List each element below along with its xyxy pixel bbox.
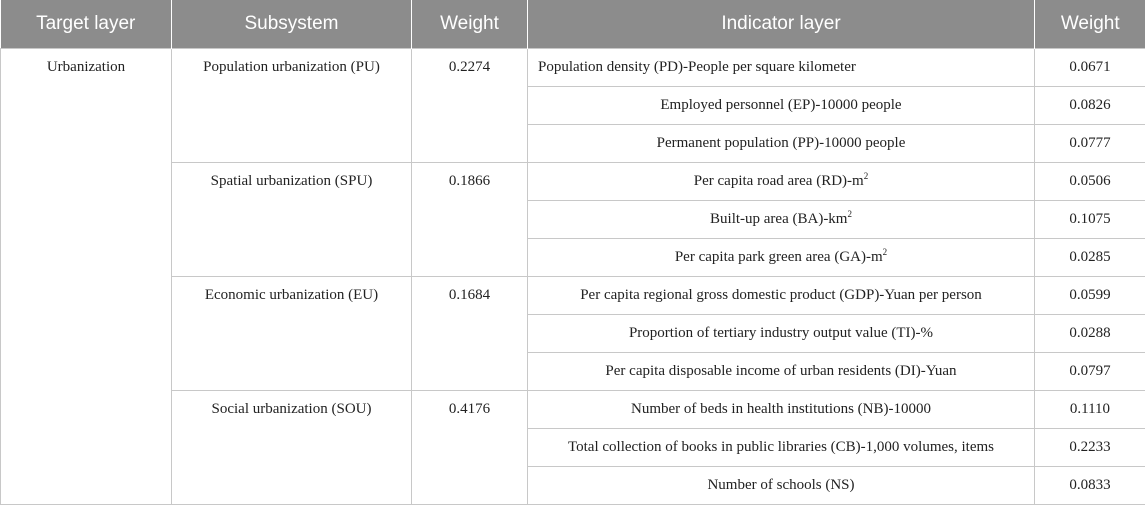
indicator-name: Per capita regional gross domestic produ… <box>527 276 1035 315</box>
indicator-label: Proportion of tertiary industry output v… <box>628 325 934 342</box>
indicator-weight: 0.0777 <box>1034 124 1145 163</box>
indicator-weight: 0.0599 <box>1034 276 1145 315</box>
target-layer-cell: Urbanization <box>0 48 172 505</box>
subsystem-name: Population urbanization (PU) <box>171 48 412 163</box>
indicator-label: Number of schools (NS) <box>707 477 855 494</box>
indicator-label: Built-up area (BA)-km <box>710 211 848 228</box>
subsystem-name: Spatial urbanization (SPU) <box>171 162 412 277</box>
table-row: Employed personnel (EP)-10000 people 0.0… <box>1 86 1145 125</box>
indicator-weight: 0.0285 <box>1034 238 1145 277</box>
header-indicator-weight: Weight <box>1034 0 1145 49</box>
indicator-label: Number of beds in health institutions (N… <box>631 401 931 418</box>
indicator-name: Per capita disposable income of urban re… <box>527 352 1035 391</box>
indicator-weight: 0.1075 <box>1034 200 1145 239</box>
table-row: Social urbanization (SOU) 0.4176 Number … <box>1 390 1145 505</box>
subsystem-name: Economic urbanization (EU) <box>171 276 412 391</box>
table-row: Permanent population (PP)-10000 people 0… <box>1 124 1145 163</box>
indicator-name: Number of beds in health institutions (N… <box>527 390 1035 429</box>
indicator-weight: 0.0833 <box>1034 466 1145 505</box>
indicator-weight: 0.2233 <box>1034 428 1145 467</box>
header-indicator-layer: Indicator layer <box>527 0 1035 49</box>
subsystem-weight: 0.1684 <box>411 276 528 391</box>
header-subsystem-weight: Weight <box>411 0 528 49</box>
table-row: Spatial urbanization (SPU) 0.1866 Per ca… <box>1 162 1145 277</box>
table-row: Number of schools (NS) 0.0833 <box>1 466 1145 505</box>
header-subsystem: Subsystem <box>171 0 412 49</box>
header-target-layer: Target layer <box>0 0 172 49</box>
table-row: Total collection of books in public libr… <box>1 428 1145 467</box>
indicator-name: Number of schools (NS) <box>527 466 1035 505</box>
indicator-name: Built-up area (BA)-km2 <box>527 200 1035 239</box>
indicator-name: Population density (PD)-People per squar… <box>527 48 1035 87</box>
subsystem-weight: 0.4176 <box>411 390 528 505</box>
indicator-name: Employed personnel (EP)-10000 people <box>527 86 1035 125</box>
indicator-weight: 0.1110 <box>1034 390 1145 429</box>
indicator-superscript: 2 <box>882 247 888 258</box>
indicator-weight: 0.0506 <box>1034 162 1145 201</box>
header-row: Target layer Subsystem Weight Indicator … <box>0 0 1145 49</box>
indicator-name: Per capita road area (RD)-m2 <box>527 162 1035 201</box>
indicator-label: Total collection of books in public libr… <box>568 439 994 456</box>
indicator-label: Per capita park green area (GA)-m <box>674 249 883 266</box>
table-row: Per capita disposable income of urban re… <box>1 352 1145 391</box>
table-row: Per capita park green area (GA)-m2 0.028… <box>1 238 1145 277</box>
indicator-superscript: 2 <box>863 171 869 182</box>
table-row: Economic urbanization (EU) 0.1684 Per ca… <box>1 276 1145 391</box>
indicator-name: Proportion of tertiary industry output v… <box>527 314 1035 353</box>
indicator-label: Per capita disposable income of urban re… <box>605 363 957 380</box>
indicator-weight: 0.0797 <box>1034 352 1145 391</box>
indicator-name: Permanent population (PP)-10000 people <box>527 124 1035 163</box>
table-row: Built-up area (BA)-km2 0.1075 <box>1 200 1145 239</box>
indicator-label: Permanent population (PP)-10000 people <box>656 135 906 152</box>
subsystem-weight: 0.1866 <box>411 162 528 277</box>
indicator-label: Per capita regional gross domestic produ… <box>580 287 982 304</box>
subsystem-name: Social urbanization (SOU) <box>171 390 412 505</box>
indicator-superscript: 2 <box>847 209 852 220</box>
indicator-weight: 0.0288 <box>1034 314 1145 353</box>
indicator-weight: 0.0826 <box>1034 86 1145 125</box>
indicator-label: Employed personnel (EP)-10000 people <box>660 97 902 114</box>
indicator-label: Per capita road area (RD)-m <box>693 173 864 190</box>
table-row: Urbanization Population urbanization (PU… <box>0 48 1145 505</box>
indicator-weight: 0.0671 <box>1034 48 1145 87</box>
indicator-name: Per capita park green area (GA)-m2 <box>527 238 1035 277</box>
indicator-label: Population density (PD)-People per squar… <box>538 59 856 76</box>
indicator-name: Total collection of books in public libr… <box>527 428 1035 467</box>
subsystem-weight: 0.2274 <box>411 48 528 163</box>
